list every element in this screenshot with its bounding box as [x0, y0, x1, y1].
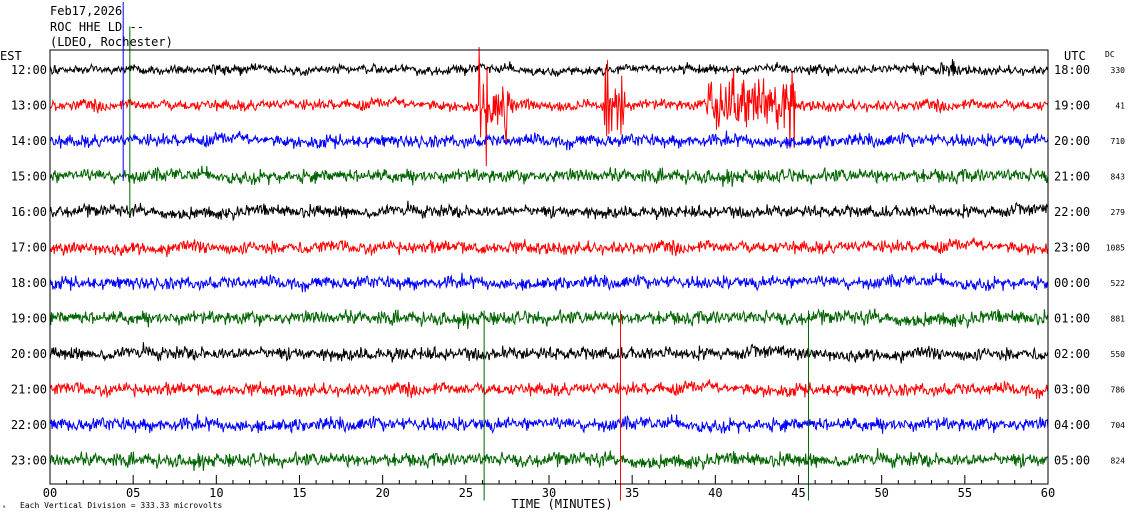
dc-offset-label: 824: [1111, 457, 1126, 466]
seismic-traces: [49, 2, 1049, 501]
dc-offset-label: 704: [1111, 421, 1126, 430]
dc-offset-label: 550: [1111, 350, 1126, 359]
station-code: ROC HHE LD --: [50, 20, 144, 34]
utc-hour-label: 22:00: [1054, 205, 1090, 219]
x-axis-ticks: [49, 475, 1049, 484]
helicorder-date: Feb17,2026: [50, 4, 123, 18]
utc-axis-title: UTC: [1064, 49, 1086, 63]
x-tick-label: 60: [1041, 486, 1055, 500]
x-axis-title: TIME (MINUTES): [511, 497, 612, 511]
footer-mark: ᵃ: [2, 504, 6, 512]
x-tick-label: 25: [459, 486, 473, 500]
trace-row-1200: [49, 59, 1049, 78]
est-hour-label: 15:00: [11, 170, 47, 184]
dc-offset-label: 710: [1111, 137, 1126, 146]
est-hour-label: 17:00: [11, 241, 47, 255]
est-hour-label: 22:00: [11, 418, 47, 432]
utc-hour-label: 21:00: [1054, 170, 1090, 184]
x-tick-label: 00: [43, 486, 57, 500]
x-tick-label: 30: [542, 486, 556, 500]
x-tick-label: 45: [791, 486, 805, 500]
trace-row-1900: [49, 308, 1049, 330]
est-hour-label: 16:00: [11, 205, 47, 219]
est-hour-label: 19:00: [11, 312, 47, 326]
utc-hour-label: 18:00: [1054, 63, 1090, 77]
dc-offset-label: 1085: [1106, 244, 1125, 253]
trace-row-2300: [49, 448, 1049, 472]
utc-hour-label: 01:00: [1054, 312, 1090, 326]
x-tick-label: 05: [126, 486, 140, 500]
x-tick-label: 50: [874, 486, 888, 500]
plot-frame: [49, 49, 1049, 485]
est-hour-label: 21:00: [11, 383, 47, 397]
utc-hour-labels: 18:00 19:00 20:00 21:00 22:00 23:00 00:00 01:00…: [1054, 63, 1090, 468]
trace-row-1800: [49, 272, 1049, 293]
est-hour-labels: 12:00 13:00 14:00 15:00 16:00 17:00 18:00 19:00…: [11, 63, 47, 468]
x-tick-label: 15: [292, 486, 306, 500]
est-hour-label: 20:00: [11, 347, 47, 361]
trace-row-1700: [49, 237, 1049, 258]
utc-hour-label: 20:00: [1054, 134, 1090, 148]
trace-row-1600: [49, 200, 1049, 222]
x-axis-tick-labels: 00 05 10 15 20 25 30 35 40 45 50 55 60: [43, 486, 1055, 500]
est-hour-label: 18:00: [11, 276, 47, 290]
est-hour-label: 23:00: [11, 454, 47, 468]
trace-row-2200: [49, 414, 1049, 435]
dc-offset-labels: 330 41 710 843 279 1085 522 881 550 786 704 824: [1106, 66, 1125, 466]
trace-row-1400: [50, 130, 1049, 151]
est-axis-title: EST: [0, 49, 22, 63]
x-tick-label: 20: [375, 486, 389, 500]
x-tick-label: 35: [625, 486, 639, 500]
utc-hour-label: 03:00: [1054, 383, 1090, 397]
x-tick-label: 55: [958, 486, 972, 500]
est-hour-label: 12:00: [11, 63, 47, 77]
est-hour-label: 13:00: [11, 99, 47, 113]
dc-offset-label: 786: [1111, 386, 1126, 395]
dc-offset-label: 843: [1111, 173, 1126, 182]
network-name: (LDEO, Rochester): [50, 35, 173, 49]
utc-hour-label: 04:00: [1054, 418, 1090, 432]
dc-offset-label: 522: [1111, 279, 1126, 288]
dc-offset-label: 41: [1115, 102, 1125, 111]
utc-hour-label: 23:00: [1054, 241, 1090, 255]
utc-hour-label: 00:00: [1054, 276, 1090, 290]
trace-row-1300: [49, 46, 1049, 167]
dc-offset-label: 330: [1111, 66, 1126, 75]
trace-row-1500: [49, 165, 1049, 188]
dc-axis-title: DC: [1105, 50, 1115, 59]
vertical-scale-note: Each Vertical Division = 333.33 microvol…: [20, 501, 222, 510]
utc-hour-label: 19:00: [1054, 99, 1090, 113]
utc-hour-label: 05:00: [1054, 454, 1090, 468]
est-hour-label: 14:00: [11, 134, 47, 148]
trace-row-2100: [49, 379, 1049, 399]
utc-hour-label: 02:00: [1054, 347, 1090, 361]
dc-offset-label: 279: [1111, 208, 1126, 217]
x-tick-label: 10: [209, 486, 223, 500]
trace-row-2000: [49, 342, 1049, 364]
dc-offset-label: 881: [1111, 315, 1126, 324]
x-tick-label: 40: [708, 486, 722, 500]
